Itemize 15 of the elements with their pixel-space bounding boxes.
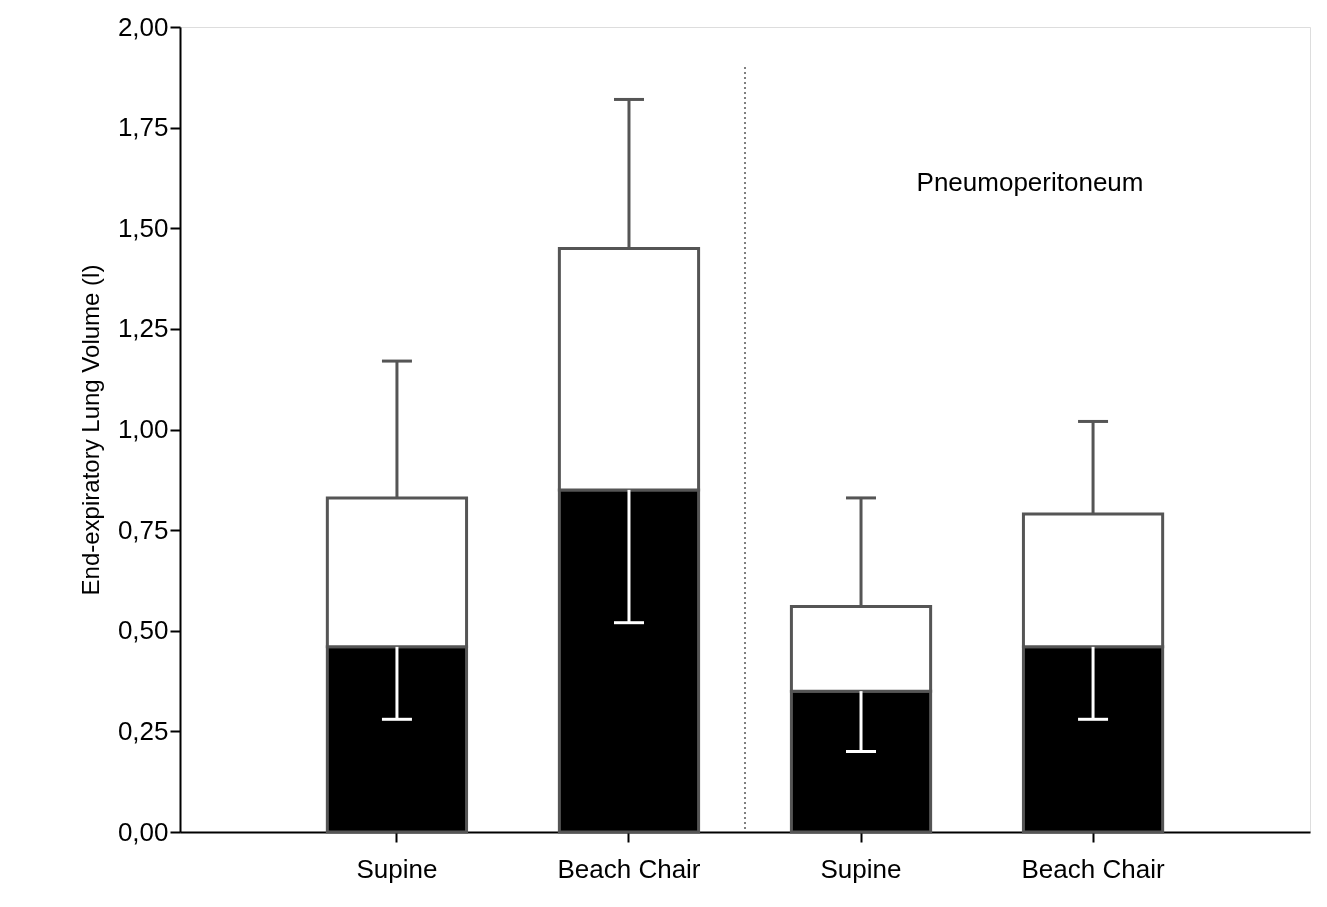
x-tick-label: Beach Chair	[1021, 853, 1165, 884]
y-axis-title: End-expiratory Lung Volume (l)	[76, 264, 104, 596]
y-tick-label: 1,75	[117, 112, 169, 143]
y-tick-label: 0,25	[117, 715, 169, 746]
x-tick-label: Supine	[356, 853, 438, 884]
y-tick-label: 0,00	[117, 816, 169, 847]
y-tick-label: 1,00	[117, 414, 169, 444]
x-tick-label: Supine	[820, 853, 902, 884]
y-tick-label: 0,50	[117, 615, 169, 646]
y-tick-label: 1,25	[117, 313, 169, 344]
x-tick-label: Beach Chair	[557, 853, 701, 884]
annotation: Pneumoperitoneum	[916, 167, 1144, 197]
y-tick-label: 1,50	[117, 212, 169, 243]
y-tick-label: 2,00	[117, 11, 169, 42]
y-tick-label: 0,75	[117, 514, 169, 545]
